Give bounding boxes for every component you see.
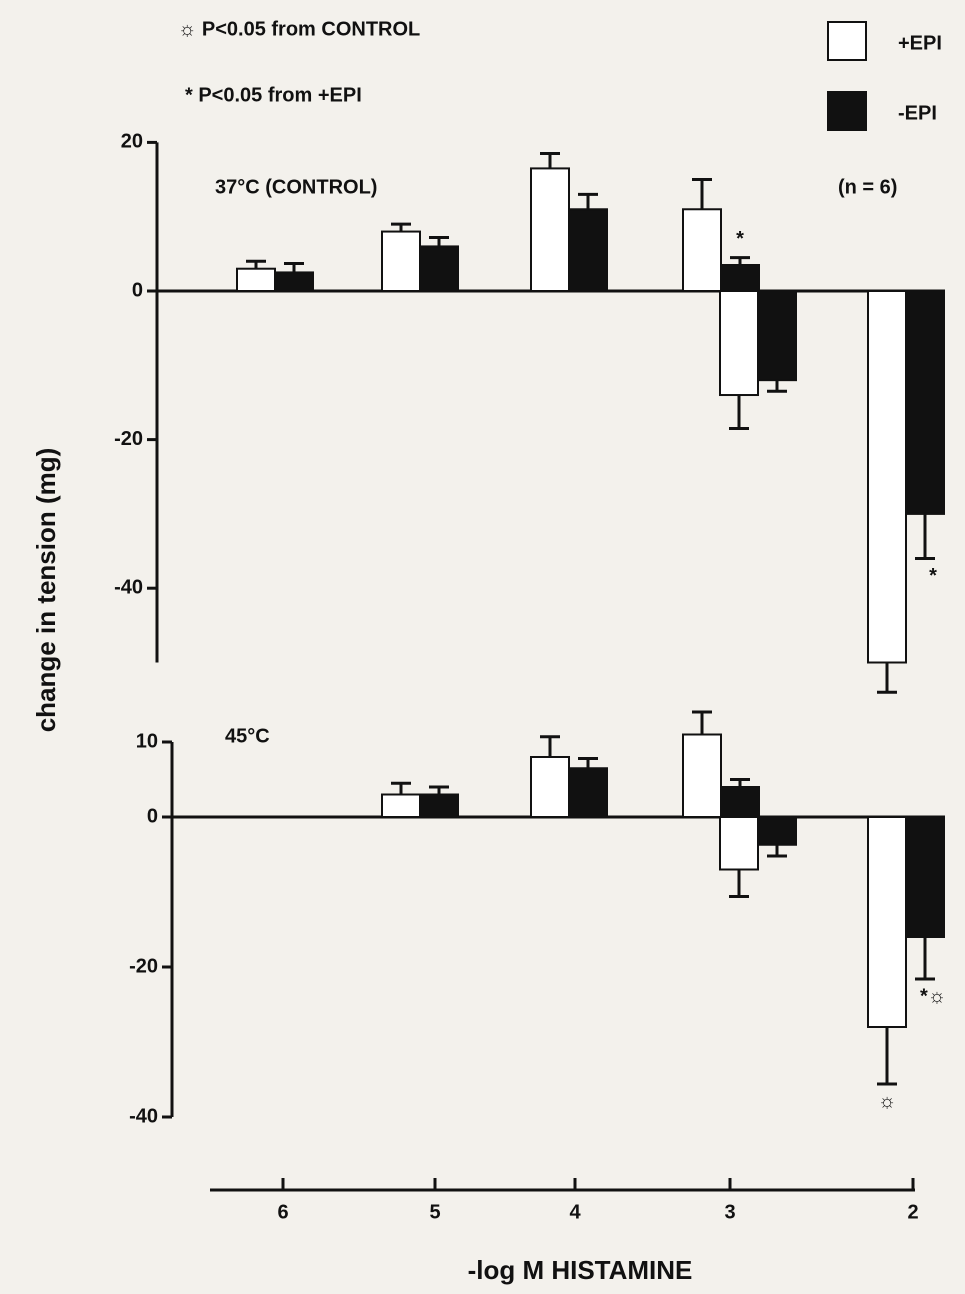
y-axis-label: change in tension (mg) xyxy=(31,448,61,733)
y-tick-label: 10 xyxy=(136,730,158,752)
bar xyxy=(381,793,421,818)
bar xyxy=(568,767,608,818)
error-bar xyxy=(429,785,449,795)
legend-swatch xyxy=(827,21,867,61)
significance-marker: * xyxy=(736,228,744,250)
legend-swatch xyxy=(827,91,867,131)
error-bar xyxy=(730,778,750,787)
bar xyxy=(867,816,907,1028)
error-bar xyxy=(729,395,749,430)
x-tick-label: 5 xyxy=(429,1201,440,1223)
y-tick-label: -20 xyxy=(129,955,158,977)
annotation: (n = 6) xyxy=(838,176,897,198)
annotation: 37°C (CONTROL) xyxy=(215,176,377,198)
y-tick-label: 0 xyxy=(147,805,158,827)
error-bar xyxy=(692,178,712,210)
y-tick-label: 0 xyxy=(132,279,143,301)
bar xyxy=(905,816,945,938)
x-tick-label: 2 xyxy=(907,1201,918,1223)
bar xyxy=(682,733,722,818)
error-bar xyxy=(877,662,897,694)
error-bar xyxy=(429,236,449,247)
error-bar xyxy=(391,222,411,232)
error-bar xyxy=(767,380,787,393)
error-bar xyxy=(578,192,598,210)
bar xyxy=(719,816,759,871)
error-bar xyxy=(730,256,750,265)
significance-marker: *☼ xyxy=(920,985,946,1007)
error-bar xyxy=(540,152,560,169)
annotation: 45°C xyxy=(225,725,270,747)
bar xyxy=(568,208,608,293)
error-bar xyxy=(692,710,712,735)
legend-label: -EPI xyxy=(898,102,937,124)
bar xyxy=(719,290,759,397)
y-tick-label: -40 xyxy=(114,576,143,598)
y-tick-label: -40 xyxy=(129,1105,158,1127)
bar xyxy=(236,267,276,292)
significance-marker: ☼ xyxy=(878,1090,896,1112)
bar xyxy=(720,263,760,292)
bar xyxy=(419,793,459,818)
legend-label: +EPI xyxy=(898,32,942,54)
note: ☼ P<0.05 from CONTROL xyxy=(178,18,420,40)
error-bar xyxy=(915,937,935,981)
bar xyxy=(381,230,421,292)
bar xyxy=(530,756,570,818)
significance-marker: * xyxy=(929,565,937,587)
x-tick-label: 4 xyxy=(569,1201,581,1223)
x-tick-label: 3 xyxy=(724,1201,735,1223)
bar xyxy=(720,786,760,818)
error-bar xyxy=(540,735,560,757)
bar xyxy=(530,167,570,292)
bar xyxy=(905,290,945,515)
error-bar xyxy=(246,259,266,269)
bar xyxy=(867,290,907,664)
x-axis-label: -log M HISTAMINE xyxy=(468,1255,693,1285)
error-bar xyxy=(578,757,598,769)
error-bar xyxy=(729,869,749,898)
error-bar xyxy=(877,1027,897,1086)
error-bar xyxy=(915,513,935,560)
bar xyxy=(757,290,797,382)
error-bar xyxy=(767,844,787,858)
note: * P<0.05 from +EPI xyxy=(185,84,362,106)
error-bar xyxy=(284,262,304,273)
y-tick-label: 20 xyxy=(121,131,143,153)
error-bar xyxy=(391,781,411,795)
bar xyxy=(274,271,314,292)
bar xyxy=(757,816,797,846)
y-tick-label: -20 xyxy=(114,428,143,450)
bar xyxy=(682,208,722,293)
bar xyxy=(419,245,459,292)
x-tick-label: 6 xyxy=(277,1201,288,1223)
